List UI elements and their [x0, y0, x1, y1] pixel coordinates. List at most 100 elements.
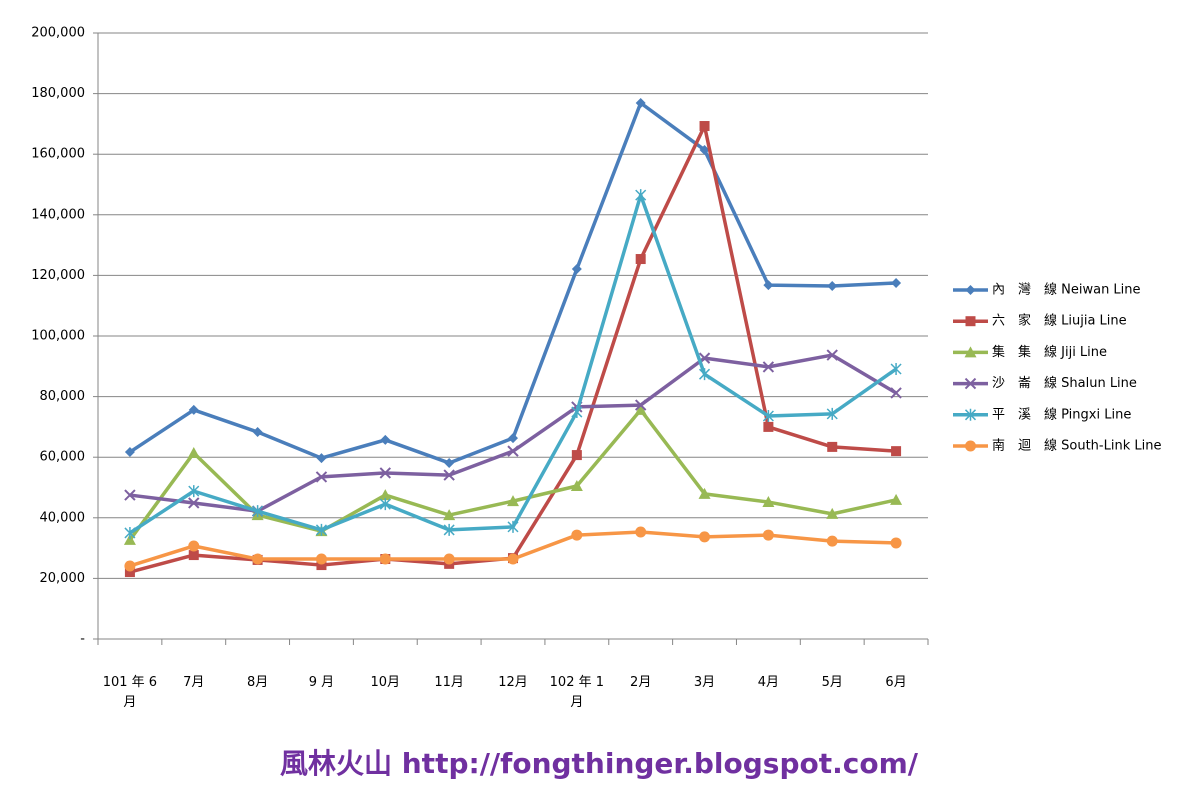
marker [123, 533, 136, 545]
y-tick-label: 140,000 [31, 207, 85, 222]
marker [965, 316, 976, 327]
x-tick-label: 10月 [370, 675, 401, 690]
marker [570, 479, 583, 491]
marker [826, 507, 839, 519]
marker [380, 434, 391, 445]
marker [571, 406, 583, 419]
marker [698, 487, 711, 499]
marker [827, 441, 838, 452]
y-tick-label: 100,000 [31, 329, 85, 344]
y-tick-label: 160,000 [31, 147, 85, 162]
marker [379, 498, 391, 511]
marker [188, 497, 200, 509]
marker [252, 553, 264, 565]
marker [964, 377, 977, 390]
marker [965, 285, 976, 295]
marker [124, 526, 136, 539]
marker [635, 254, 646, 265]
marker [635, 526, 647, 538]
legend-label: 內 灣 線 Neiwan Line [992, 282, 1141, 298]
marker [507, 495, 519, 507]
marker [187, 446, 200, 458]
marker [444, 457, 455, 468]
x-tick-label: 4月 [757, 675, 780, 690]
marker [315, 471, 328, 483]
marker [316, 453, 327, 464]
marker [635, 189, 647, 202]
y-tick-label: 40,000 [40, 510, 86, 525]
marker [891, 277, 902, 288]
x-tick-label: 12月 [498, 675, 528, 690]
marker [316, 560, 327, 571]
legend-label: 六 家 線 Liujia Line [992, 313, 1127, 329]
marker [252, 427, 263, 438]
marker [763, 421, 774, 432]
marker [571, 264, 582, 275]
marker [443, 553, 455, 565]
legend-label: 南 迴 線 South-Link Line [992, 438, 1161, 454]
y-tick-label: 20,000 [40, 571, 86, 586]
marker [890, 363, 902, 376]
y-tick-label: - [80, 632, 85, 647]
marker [508, 433, 518, 444]
marker [762, 496, 775, 508]
marker [763, 280, 774, 291]
marker [188, 404, 199, 415]
marker [891, 446, 902, 457]
marker [762, 361, 775, 373]
x-tick-label: 11月 [434, 675, 464, 690]
marker [827, 281, 838, 292]
y-tick-label: 60,000 [40, 450, 86, 465]
marker [699, 368, 711, 381]
marker [965, 440, 976, 452]
marker [964, 408, 977, 421]
marker [699, 121, 710, 132]
x-tick-label: 6月 [885, 675, 907, 690]
marker [379, 553, 391, 565]
x-tick-label: 7月 [183, 675, 205, 690]
marker [443, 523, 455, 536]
marker [252, 505, 264, 518]
marker [507, 520, 519, 533]
marker [826, 407, 838, 420]
marker [124, 567, 135, 578]
legend-label: 沙 崙 線 Shalun Line [992, 375, 1137, 391]
marker [699, 531, 711, 543]
marker [634, 403, 647, 415]
y-tick-label: 200,000 [31, 26, 85, 41]
x-tick-label: 8月 [246, 675, 269, 690]
series-line [128, 101, 897, 465]
legend-label: 平 溪 線 Pingxi Line [992, 406, 1131, 422]
marker [762, 409, 774, 422]
marker [188, 540, 200, 552]
marker [890, 537, 902, 549]
marker [826, 349, 838, 361]
marker [571, 450, 582, 461]
y-tick-label: 80,000 [40, 389, 86, 404]
x-tick-label: 5月 [821, 675, 843, 690]
marker [379, 489, 392, 501]
marker [699, 144, 710, 155]
marker [124, 560, 136, 572]
marker [443, 509, 456, 521]
marker [124, 447, 135, 458]
marker [635, 97, 646, 108]
marker [634, 399, 647, 411]
x-tick-label: 101 年 6 月 [102, 675, 158, 710]
marker [571, 529, 583, 541]
marker [443, 469, 455, 481]
source: 風林火山 http://fongthinger.blogspot.com/ [280, 747, 918, 780]
marker [188, 550, 199, 561]
marker [315, 523, 327, 536]
marker [890, 493, 903, 505]
marker [964, 346, 977, 358]
marker [507, 445, 519, 457]
x-tick-label: 9 月 [308, 675, 335, 690]
x-tick-label: 2月 [630, 675, 652, 690]
x-tick-label: 3月 [693, 675, 716, 690]
marker [379, 467, 392, 479]
y-tick-label: 120,000 [31, 268, 85, 283]
marker [890, 387, 902, 399]
marker [315, 553, 327, 565]
